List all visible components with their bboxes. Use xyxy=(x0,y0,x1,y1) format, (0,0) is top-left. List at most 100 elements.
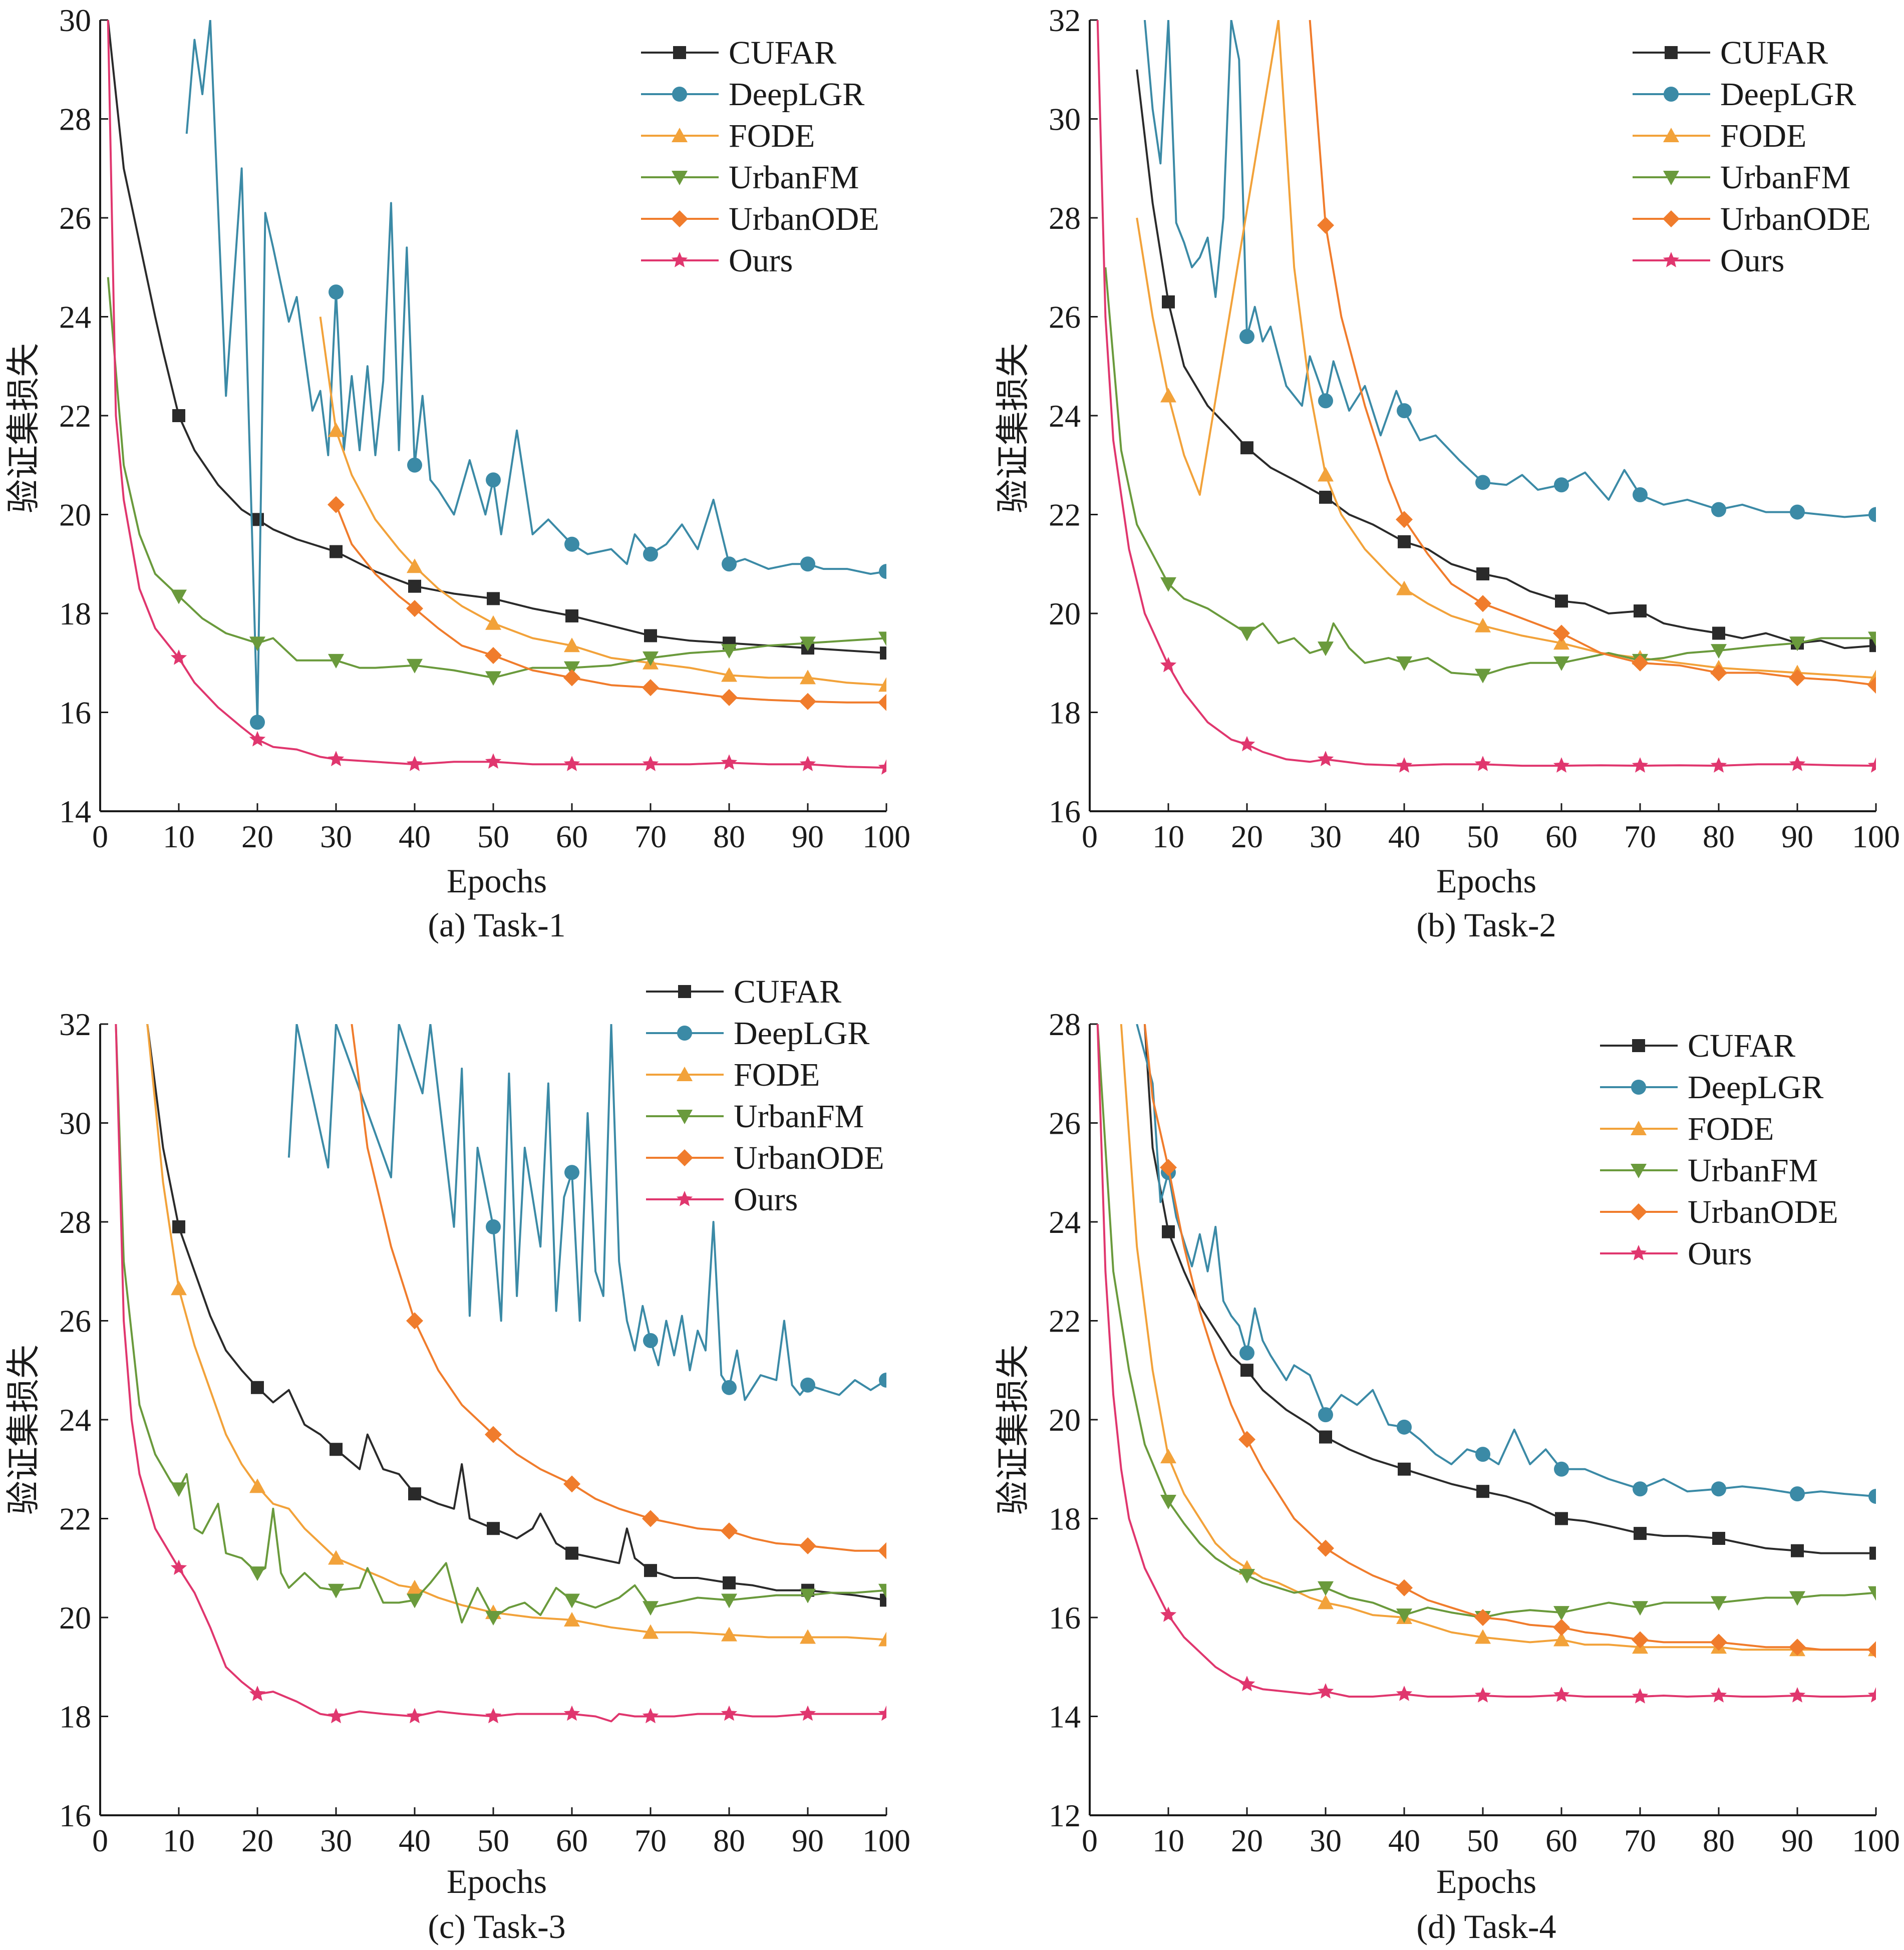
data-point-urbanfm xyxy=(1553,656,1569,671)
data-point-cufar xyxy=(1634,1527,1647,1540)
data-point-deeplgr xyxy=(1711,502,1726,517)
legend-marker-urbanfm xyxy=(1663,171,1679,185)
data-point-deeplgr xyxy=(800,556,815,572)
series-line-urbanode xyxy=(351,1024,886,1552)
data-point-urbanfm xyxy=(1239,626,1255,641)
data-point-cufar xyxy=(1240,1364,1253,1377)
data-point-urbanode xyxy=(1317,1539,1334,1557)
x-tick-label: 10 xyxy=(1152,819,1184,854)
legend-marker-urbanode xyxy=(671,210,688,227)
x-tick-label: 80 xyxy=(1703,1823,1735,1858)
legend-label-urbanode: UrbanODE xyxy=(1688,1194,1838,1230)
data-point-urbanode xyxy=(406,600,423,617)
x-tick-label: 30 xyxy=(1310,819,1342,854)
legend-label-ours: Ours xyxy=(1720,242,1784,279)
data-point-urbanfm xyxy=(800,636,816,652)
x-tick-label: 100 xyxy=(862,819,910,854)
data-point-cufar xyxy=(644,1564,657,1577)
plot-area xyxy=(1096,1024,1876,1704)
data-point-deeplgr xyxy=(486,1219,501,1234)
data-point-deeplgr xyxy=(1711,1481,1726,1497)
legend-marker-cufar xyxy=(1665,46,1678,59)
data-point-fode xyxy=(564,1611,580,1627)
legend-label-cufar: CUFAR xyxy=(1688,1028,1795,1064)
data-point-ours xyxy=(485,753,502,769)
data-point-fode xyxy=(800,670,816,685)
data-point-ours xyxy=(1474,756,1491,771)
legend-label-fode: FODE xyxy=(1720,118,1806,154)
data-point-fode xyxy=(721,1627,737,1642)
series-line-deeplgr xyxy=(1143,20,1876,518)
x-tick-label: 80 xyxy=(713,819,745,854)
data-point-urbanfm xyxy=(1160,1494,1176,1509)
y-tick-label: 14 xyxy=(59,794,91,829)
data-point-ours xyxy=(1396,1686,1413,1701)
data-point-urbanfm xyxy=(643,1601,659,1616)
plot-area xyxy=(1096,20,1876,773)
data-point-cufar xyxy=(408,1487,421,1501)
x-tick-label: 20 xyxy=(1231,819,1263,854)
data-point-fode xyxy=(407,1579,423,1594)
data-point-urbanode xyxy=(1317,216,1334,234)
legend-marker-ours xyxy=(676,1191,693,1206)
data-point-ours xyxy=(642,756,659,771)
data-point-urbanfm xyxy=(328,1583,344,1598)
series-line-urbanfm xyxy=(115,1024,886,1623)
data-point-ours xyxy=(563,1705,580,1721)
data-point-urbanode xyxy=(1553,624,1570,642)
data-point-cufar xyxy=(1869,1546,1876,1560)
data-point-urbanode xyxy=(1632,654,1649,672)
x-tick-label: 40 xyxy=(1388,1823,1420,1858)
data-point-ours xyxy=(1238,736,1255,752)
data-point-deeplgr xyxy=(1790,1486,1805,1502)
legend-marker-deeplgr xyxy=(677,1026,692,1041)
y-tick-label: 30 xyxy=(1049,102,1081,137)
data-point-urbanode xyxy=(1396,1579,1413,1596)
data-point-fode xyxy=(1318,467,1334,482)
x-tick-label: 20 xyxy=(241,819,273,854)
y-tick-label: 24 xyxy=(59,299,91,335)
data-point-deeplgr xyxy=(1318,1407,1333,1423)
legend-marker-urbanfm xyxy=(672,171,688,185)
series-line-deeplgr xyxy=(185,20,886,724)
x-tick-label: 100 xyxy=(1852,819,1900,854)
data-point-ours xyxy=(328,1708,345,1724)
data-point-deeplgr xyxy=(879,564,886,579)
legend-label-ours: Ours xyxy=(729,242,793,279)
data-point-fode xyxy=(407,558,423,573)
data-point-ours xyxy=(1867,757,1876,773)
legend-marker-cufar xyxy=(673,46,686,59)
x-tick-label: 80 xyxy=(713,1823,745,1858)
legend-label-cufar: CUFAR xyxy=(734,973,841,1010)
legend-label-deeplgr: DeepLGR xyxy=(1720,76,1856,113)
data-point-deeplgr xyxy=(1475,1447,1490,1462)
data-point-ours xyxy=(1632,1688,1649,1704)
series-line-urbanfm xyxy=(1104,267,1876,677)
data-point-ours xyxy=(563,756,580,771)
y-tick-label: 32 xyxy=(59,1007,91,1042)
data-point-ours xyxy=(1553,757,1570,773)
data-point-deeplgr xyxy=(250,715,265,730)
data-point-urbanfm xyxy=(1789,1591,1805,1606)
data-point-fode xyxy=(878,677,886,692)
data-point-deeplgr xyxy=(1554,477,1569,493)
legend-label-cufar: CUFAR xyxy=(1720,35,1828,71)
data-point-ours xyxy=(1238,1676,1255,1692)
data-point-urbanode xyxy=(1160,1159,1177,1176)
x-tick-label: 70 xyxy=(1624,819,1656,854)
data-point-urbanfm xyxy=(407,1593,423,1608)
data-point-urbanode xyxy=(721,689,738,706)
data-point-cufar xyxy=(172,409,185,422)
x-tick-label: 0 xyxy=(1082,1823,1098,1858)
plot-area xyxy=(115,1024,886,1724)
data-point-cufar xyxy=(1712,626,1725,640)
y-tick-label: 16 xyxy=(59,1798,91,1833)
y-tick-label: 16 xyxy=(1049,1600,1081,1636)
data-point-fode xyxy=(1160,388,1176,403)
data-point-urbanode xyxy=(485,646,502,664)
legend-label-deeplgr: DeepLGR xyxy=(734,1015,869,1052)
data-point-deeplgr xyxy=(486,472,501,488)
data-point-urbanode xyxy=(878,1542,886,1559)
data-point-urbanode xyxy=(721,1522,738,1540)
y-tick-label: 18 xyxy=(1049,695,1081,731)
